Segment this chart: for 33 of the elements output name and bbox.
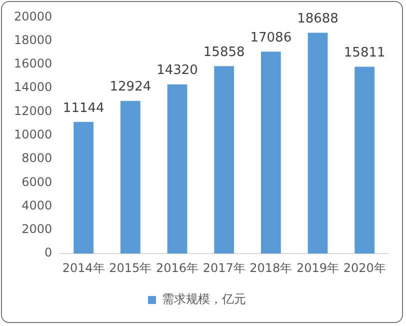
data-label: 18688	[297, 12, 338, 27]
data-label: 15811	[344, 46, 386, 61]
data-label: 15858	[203, 45, 245, 60]
x-tick-label: 2019年	[296, 260, 340, 275]
bar	[74, 122, 94, 254]
y-tick-label: 6000	[22, 174, 52, 189]
bar	[308, 32, 328, 254]
x-tick-label: 2017年	[202, 260, 246, 275]
data-label: 12924	[110, 80, 152, 95]
legend-label: 需求规模，亿元	[162, 292, 246, 306]
data-label: 11144	[62, 100, 104, 116]
x-tick-label: 2014年	[62, 260, 105, 275]
y-tick-label: 14000	[14, 80, 52, 94]
bar	[167, 84, 188, 254]
y-tick-label: 0	[44, 246, 52, 260]
y-tick-label: 10000	[14, 128, 52, 142]
data-label: 14320	[156, 63, 198, 78]
y-tick-label: 8000	[22, 151, 52, 166]
y-tick-label: 4000	[22, 198, 52, 212]
x-tick-label: 2018年	[250, 260, 292, 275]
x-tick-label: 2016年	[156, 260, 199, 275]
y-tick-label: 12000	[14, 104, 52, 118]
bar	[260, 52, 281, 254]
data-label: 17086	[250, 30, 292, 46]
bar	[120, 100, 140, 254]
y-tick-label: 18000	[14, 32, 52, 47]
bar	[214, 66, 234, 254]
y-tick-label: 16000	[14, 56, 52, 71]
y-tick-label: 2000	[22, 222, 52, 236]
x-tick-label: 2020年	[343, 260, 386, 275]
bar	[354, 66, 375, 254]
y-tick-label: 20000	[14, 9, 52, 24]
x-tick-label: 2015年	[109, 260, 152, 275]
